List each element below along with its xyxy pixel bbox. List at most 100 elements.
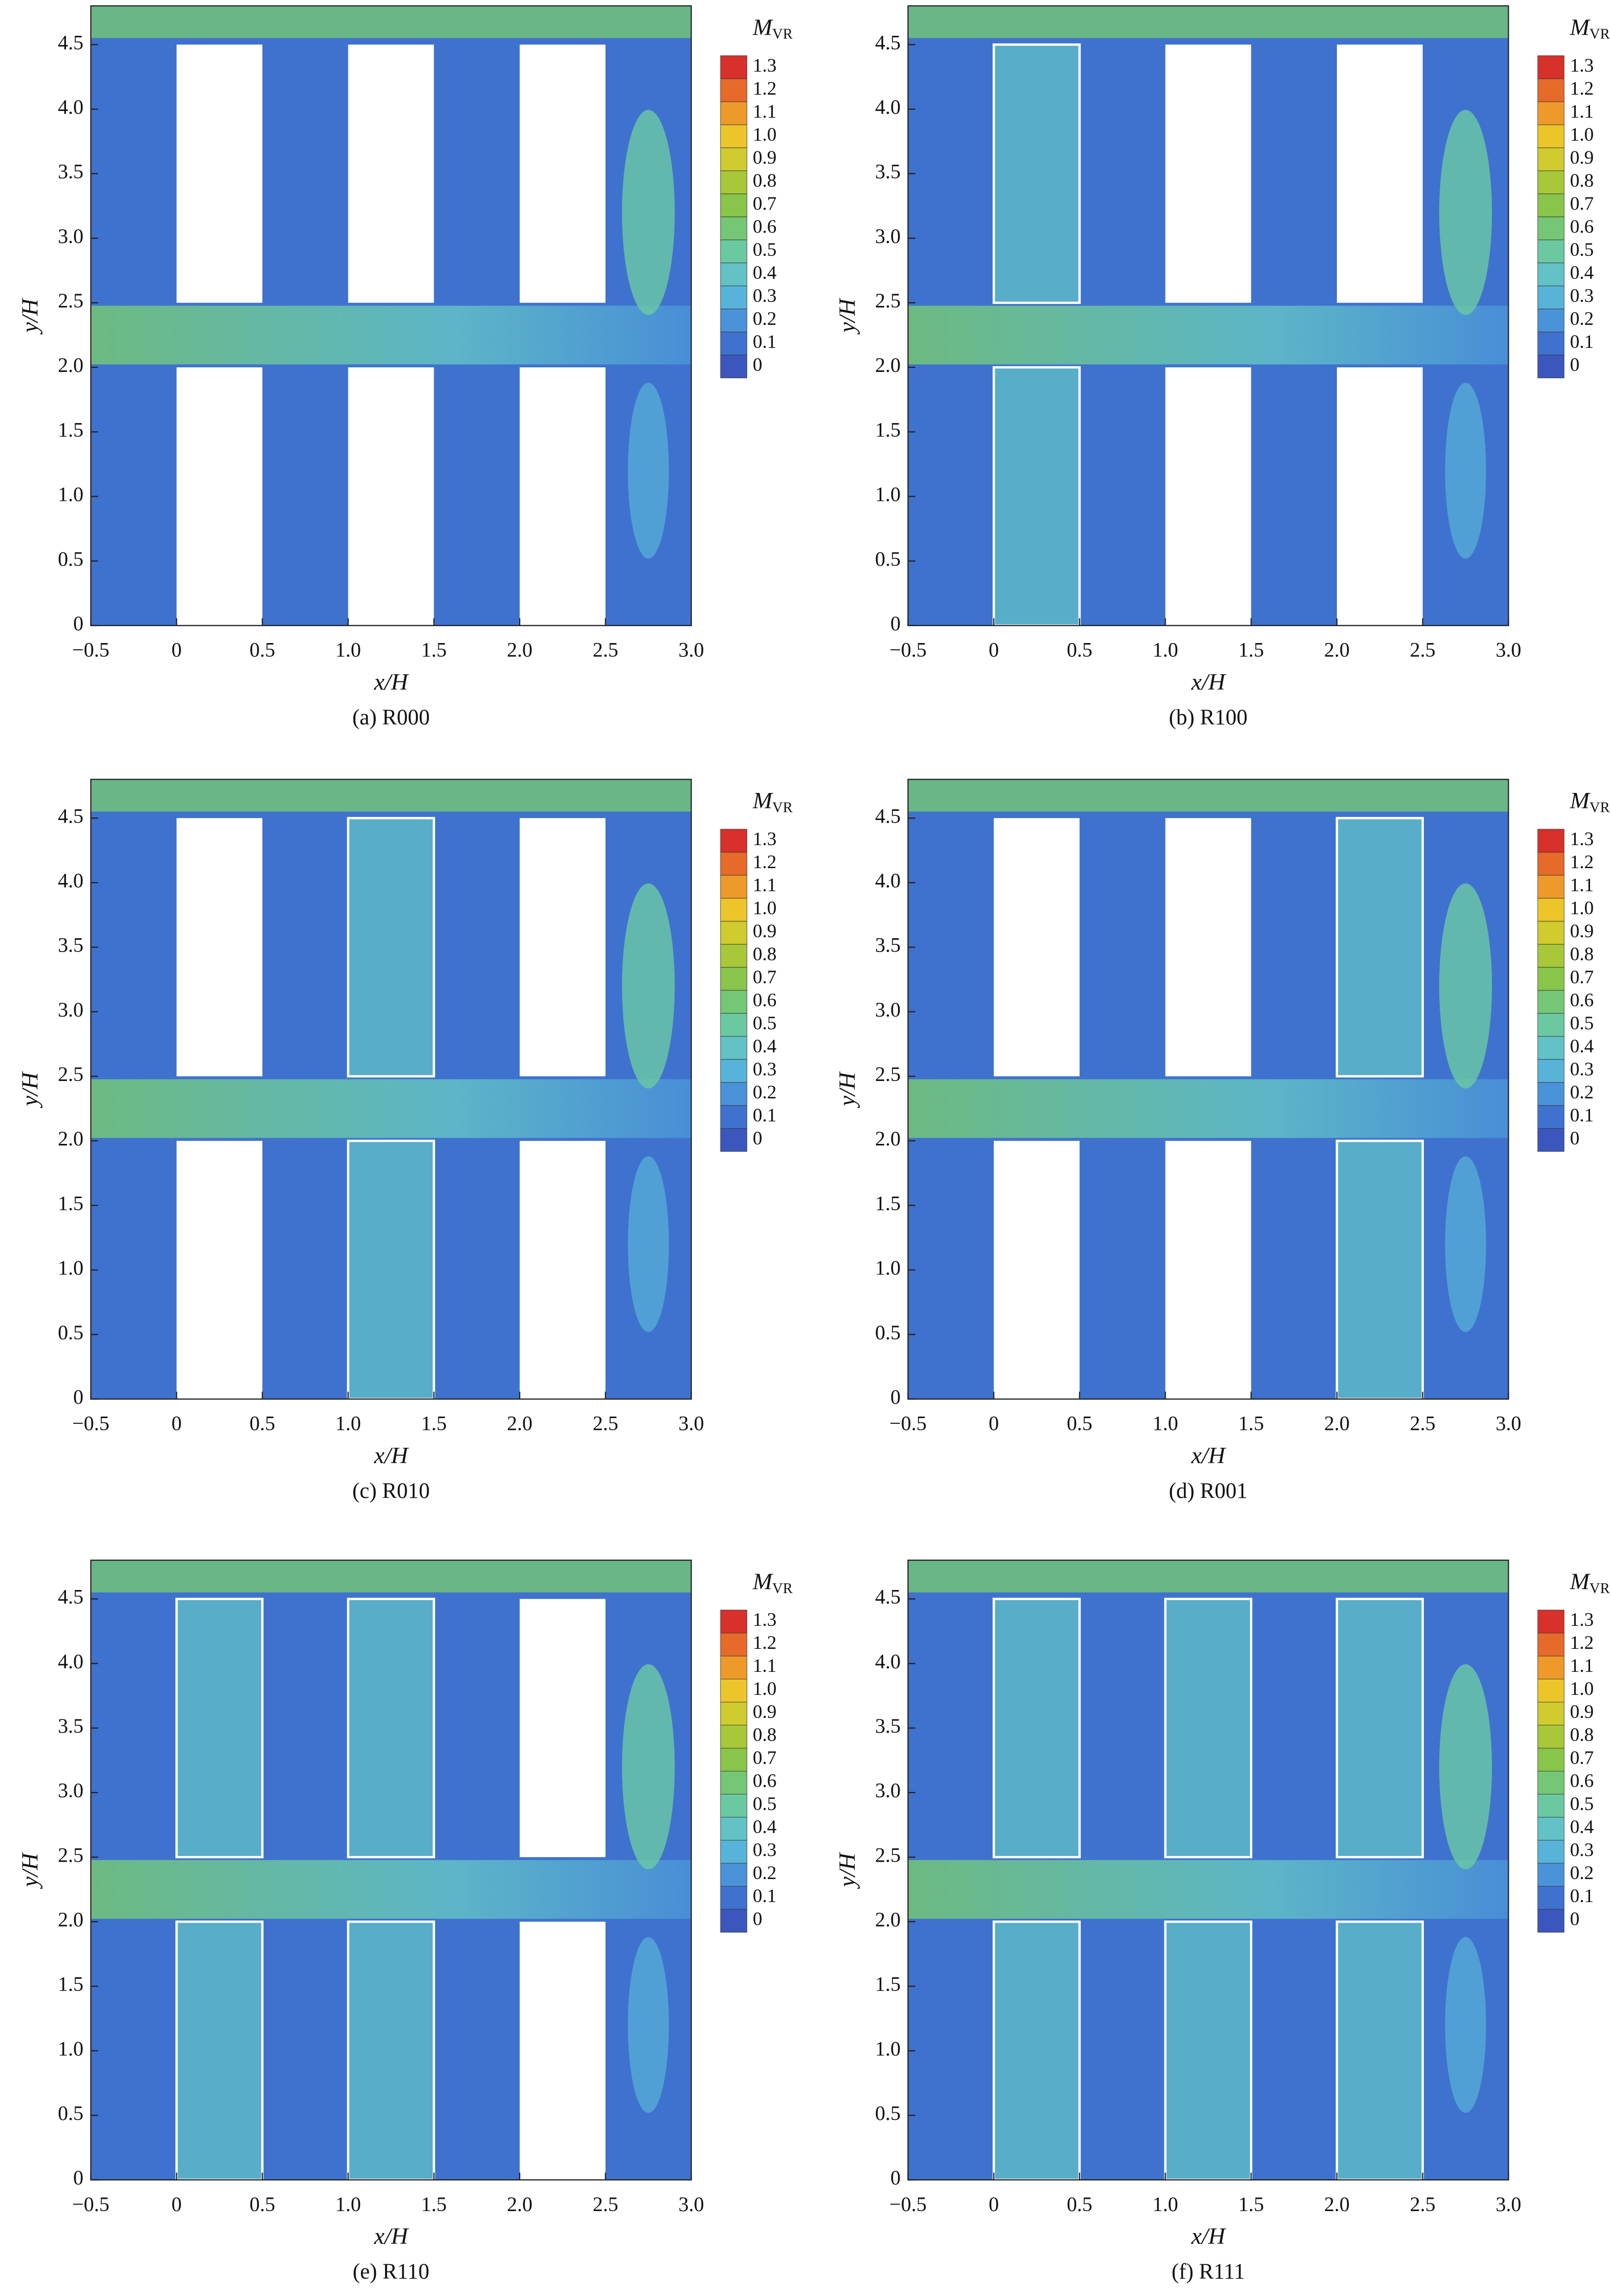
colorbar-tick-label: 0.3 [1570,285,1594,306]
caption: (b) R100 [1169,705,1248,730]
y-tick-label: 4.5 [875,1585,901,1608]
colorbar-box [1537,355,1564,379]
x-tick-label: 1.5 [421,2193,446,2216]
panel: −0.5 0 0.5 1.0 1.5 2.0 2.5 3.0 0 0.5 1.0 1.5 2.0 2.5 3… [834,779,1610,1503]
colorbar-box [1537,262,1564,286]
colorbar-tick-label: 1.1 [753,101,777,122]
colorbar-box [1537,1794,1564,1818]
y-tick-label: 3.5 [58,160,83,183]
x-tick-label: −0.5 [72,2193,109,2216]
colorbar-box [720,852,747,876]
colorbar-box [720,1013,747,1037]
x-tick-label: 1.0 [335,1411,361,1434]
block-fill [348,1599,434,1858]
block-fill [994,45,1080,303]
x-tick-label: −0.5 [889,2193,927,2216]
colorbar-tick-label: 0.3 [1570,1059,1594,1080]
contour-region [908,1079,1509,1138]
colorbar-tick-label: 1.0 [753,898,777,919]
plot-frame [90,1559,692,2181]
colorbar-tick-label: 0.1 [1570,1105,1594,1126]
vegetated-block [347,1598,435,1859]
colorbar-tick-label: 0.6 [753,216,777,237]
colorbar-tick-label: 0.9 [753,1702,777,1723]
colorbar-box [1537,1702,1564,1726]
y-tick-label: 2.0 [875,1127,901,1150]
colorbar-tick-label: 1.2 [1570,1632,1594,1653]
colorbar-tick-label: 1.2 [1570,852,1594,873]
y-tick-label: 1.5 [58,418,83,441]
colorbar-tick-label: 1.1 [1570,1655,1594,1676]
colorbar-tick-label: 0.2 [753,308,777,329]
colorbar-box [1537,332,1564,356]
y-tick-label: 0.5 [58,547,83,570]
x-tick-label: −0.5 [72,1411,109,1434]
colorbar-tick-label: 0.4 [753,1036,777,1057]
x-tick-label: 0 [171,1411,182,1434]
contour-region [91,1860,691,1919]
colorbar-box [720,1082,747,1106]
colorbar-box [720,829,747,853]
colorbar-tick-label: 0.2 [753,1082,777,1103]
colorbar-tick-label: 0.1 [1570,332,1594,352]
colorbar-box [720,1036,747,1060]
colorbar-box [1537,990,1564,1014]
colorbar-tick-label: 0.2 [753,1863,777,1884]
colorbar-box [720,1771,747,1795]
y-tick-label: 3.0 [875,1779,901,1802]
x-tick-label: 2.0 [507,638,532,661]
colorbar-title: MVR [752,787,793,816]
contour-region [628,383,669,559]
colorbar-tick-label: 0 [753,355,763,376]
colorbar-tick-label: 0.5 [753,239,777,260]
colorbar-box [1537,1128,1564,1152]
colorbar-box [1537,216,1564,240]
colorbar-box [1537,308,1564,333]
x-tick-label: 2.5 [1410,638,1436,661]
building-block [1165,45,1251,303]
colorbar-box [720,1609,747,1633]
x-tick-label: 2.0 [1324,638,1350,661]
y-tick-label: 4.5 [875,31,901,54]
y-tick-label: 1.5 [875,418,901,441]
colorbar-tick-label: 1.1 [1570,101,1594,122]
caption: (f) R111 [1172,2260,1245,2284]
x-tick-label: 0.5 [1067,2193,1092,2216]
building-block [176,45,262,303]
colorbar-title-sub: VR [772,26,793,42]
block-fill [1165,1599,1251,1858]
panel: −0.5 0 0.5 1.0 1.5 2.0 2.5 3.0 0 0.5 1.0 1.5 2.0 2.5 3… [17,1559,793,2284]
colorbar-box [720,875,747,899]
colorbar-box [1537,1863,1564,1887]
y-tick-label: 2.0 [58,1127,83,1150]
contour-region [908,779,1509,812]
colorbar-tick-label: 0.3 [753,285,777,306]
contour-region [1439,109,1492,315]
block-fill [994,1922,1080,2180]
colorbar-tick-label: 0.6 [753,990,777,1011]
colorbar-tick-label: 0.9 [753,921,777,942]
y-tick-label: 1.5 [875,1973,901,1996]
caption: (c) R010 [352,1479,430,1503]
x-tick-label: 3.0 [679,2193,704,2216]
contour-region [622,1664,675,1869]
building-block [520,367,606,626]
y-tick-label: 1.5 [58,1973,83,1996]
colorbar-box [720,78,747,102]
panel: −0.5 0 0.5 1.0 1.5 2.0 2.5 3.0 0 0.5 1.0 1.5 2.0 2.5 3… [834,1559,1610,2284]
contour-region [91,305,691,365]
y-tick-label: 2.0 [875,1908,901,1931]
x-tick-label: 3.0 [1495,638,1521,661]
colorbar-box [1537,875,1564,899]
colorbar-box [720,1059,747,1083]
building-block [1165,367,1251,626]
y-tick-label: 1.5 [875,1191,901,1215]
colorbar-box [720,55,747,79]
colorbar-title: MVR [1570,1568,1610,1597]
building-block [176,818,262,1076]
y-tick-label: 3.0 [875,998,901,1021]
x-tick-label: 1.0 [1153,638,1178,661]
x-tick-label: 2.5 [1410,1411,1436,1434]
colorbar-box [720,1886,747,1910]
colorbar-tick-label: 0.8 [753,944,777,965]
